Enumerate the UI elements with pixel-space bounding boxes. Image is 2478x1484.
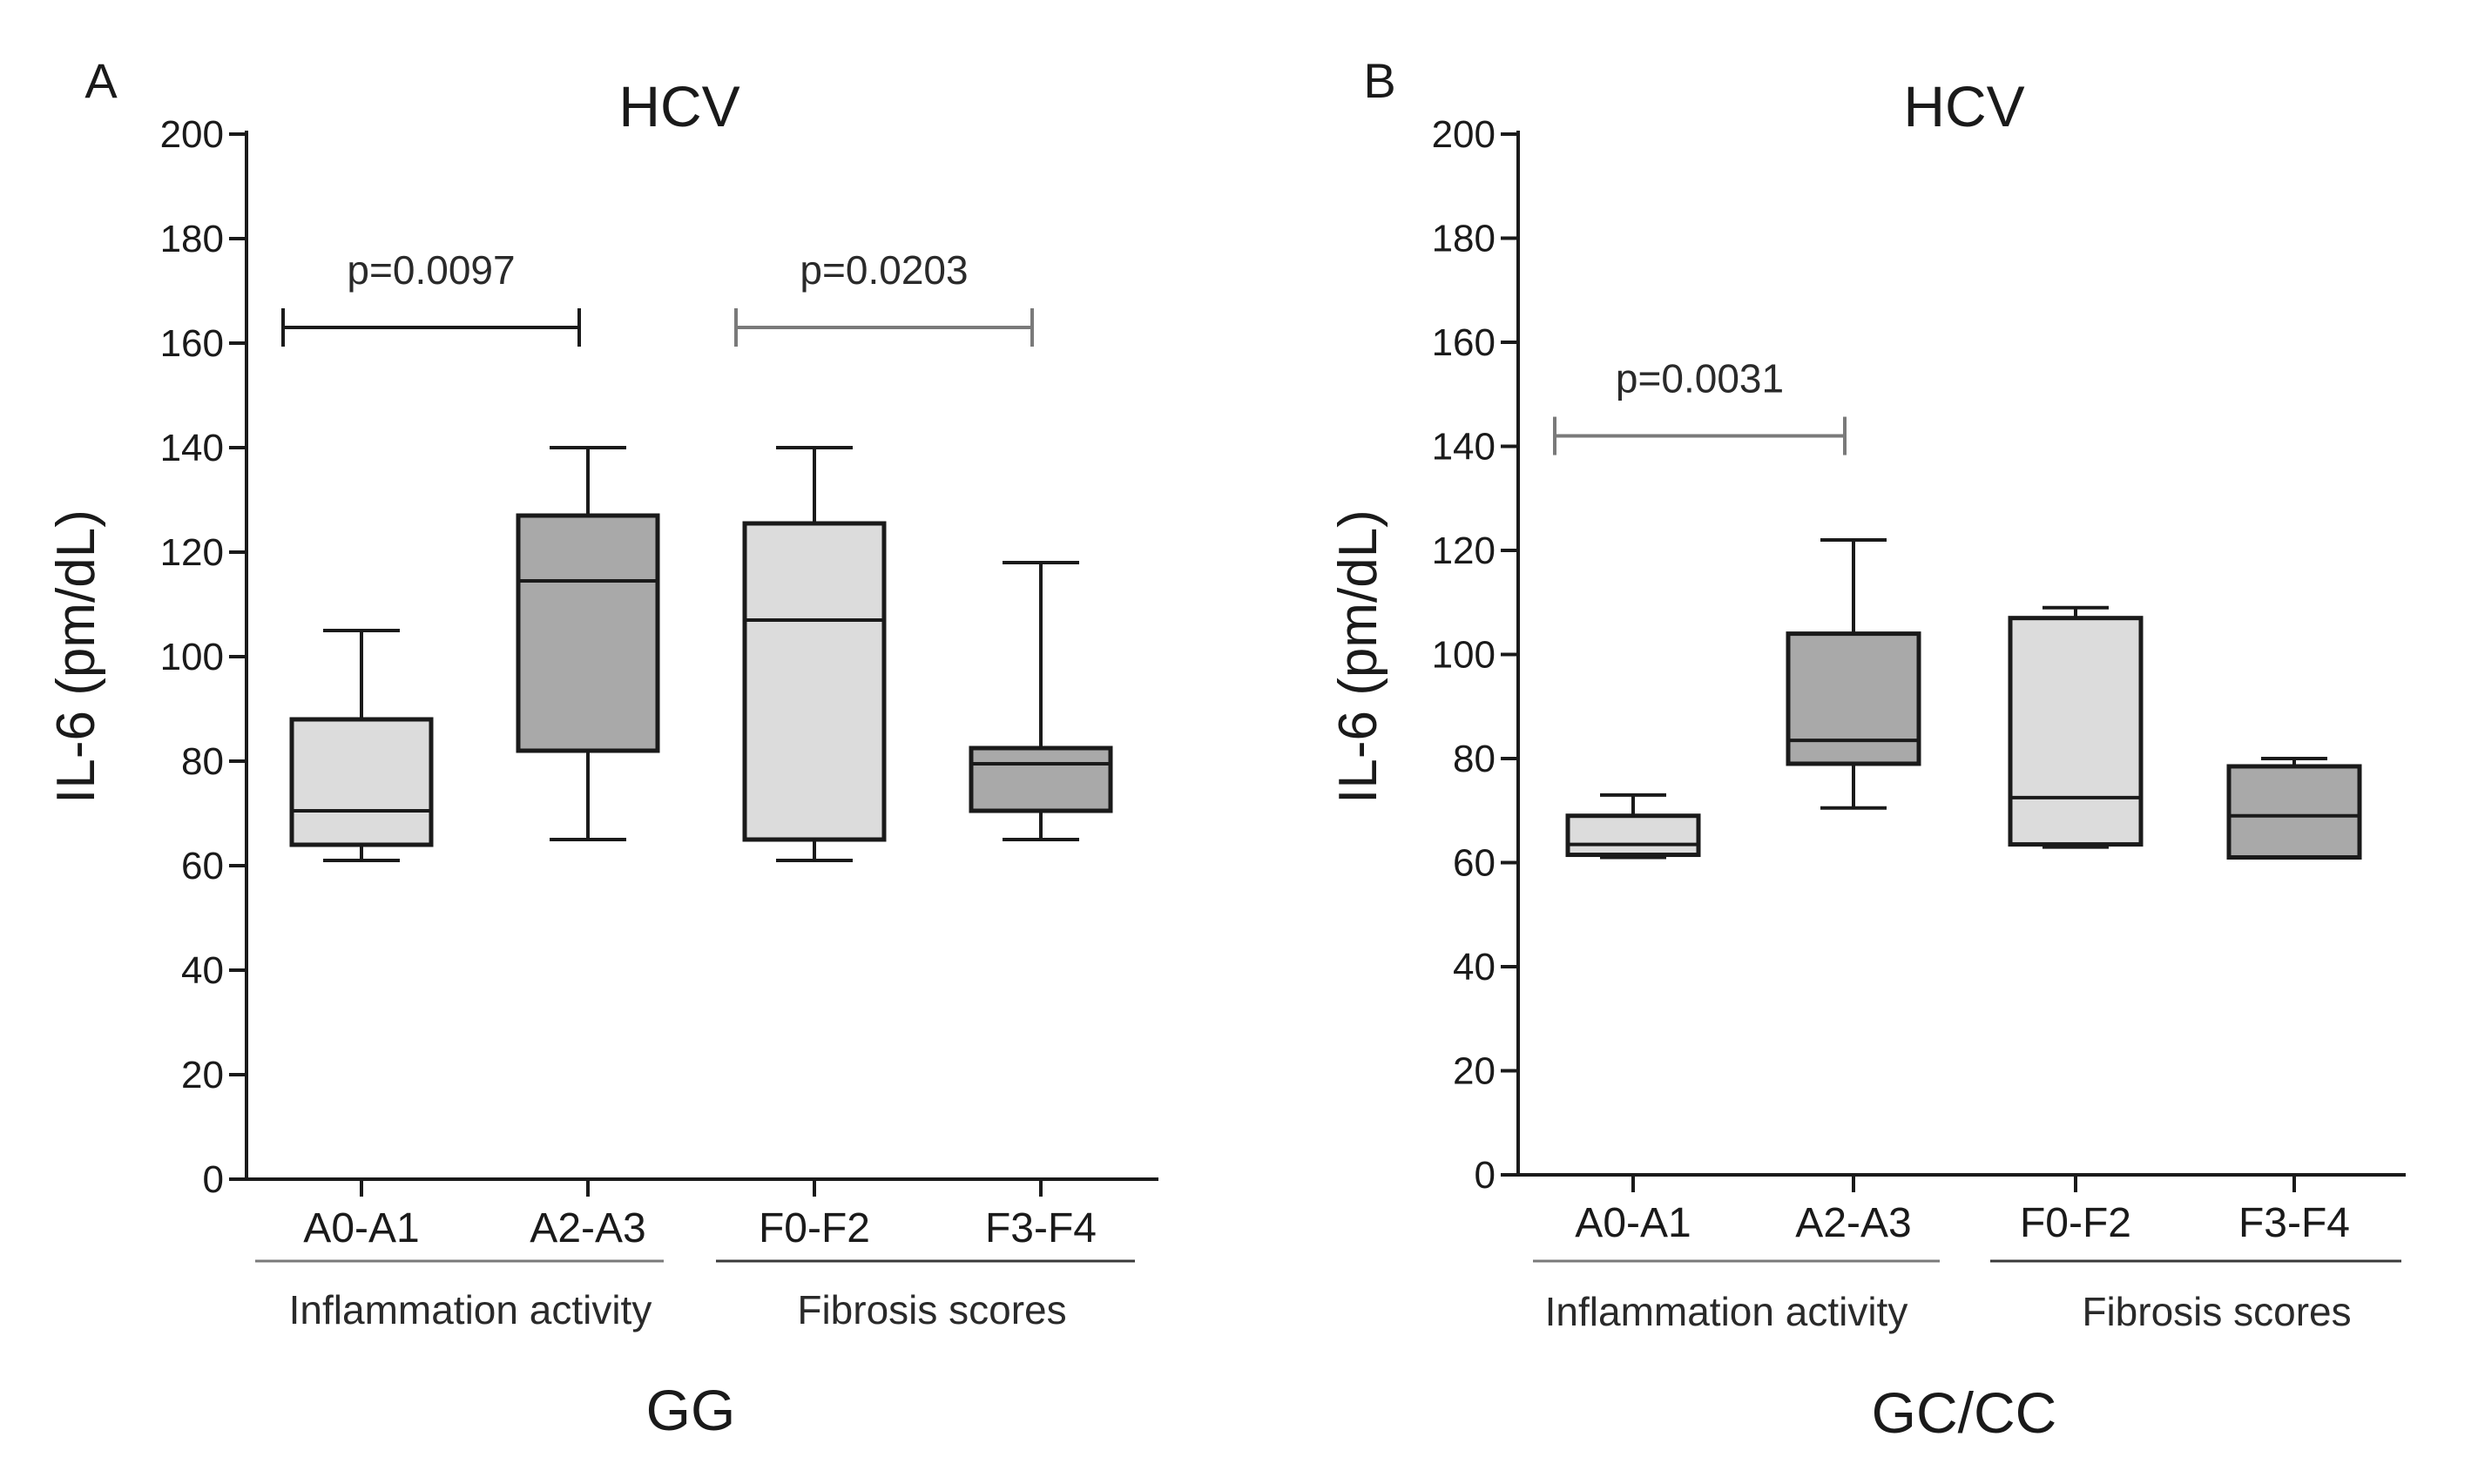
category-label: F0-F2 xyxy=(759,1205,870,1251)
y-tick-label: 180 xyxy=(160,218,224,260)
group-label: Fibrosis scores xyxy=(2082,1289,2351,1334)
y-tick-label: 60 xyxy=(181,845,224,887)
genotype-label: GC/CC xyxy=(1872,1380,2057,1445)
y-tick-label: 200 xyxy=(160,113,224,156)
genotype-label: GG xyxy=(646,1378,736,1442)
box-a2-a3 xyxy=(1786,631,1921,766)
box-f3-f4 xyxy=(969,745,1113,813)
box-a0-a1 xyxy=(289,717,434,847)
category-label: F3-F4 xyxy=(985,1205,1097,1251)
y-tick-label: 160 xyxy=(1432,321,1496,364)
category-label: F0-F2 xyxy=(2020,1200,2131,1246)
y-tick-label: 160 xyxy=(160,322,224,365)
y-tick-label: 0 xyxy=(1475,1154,1496,1197)
chart-title: HCV xyxy=(618,74,739,138)
y-tick-label: 100 xyxy=(160,636,224,678)
y-tick-label: 140 xyxy=(160,427,224,469)
y-tick-label: 40 xyxy=(181,949,224,992)
chart-title: HCV xyxy=(1903,74,2024,138)
y-tick-label: 80 xyxy=(1453,738,1496,780)
category-label: A0-A1 xyxy=(1575,1200,1691,1246)
y-tick-label: 20 xyxy=(181,1054,224,1096)
p-value-label: p=0.0203 xyxy=(800,247,968,293)
y-tick-label: 20 xyxy=(1453,1050,1496,1093)
panel-letter: B xyxy=(1363,53,1395,108)
category-label: F3-F4 xyxy=(2238,1200,2350,1246)
y-axis-label: IL-6 (pm/dL) xyxy=(1328,509,1388,804)
category-label: A2-A3 xyxy=(1795,1200,1911,1246)
box-f3-f4 xyxy=(2226,764,2362,860)
y-tick-label: 120 xyxy=(1432,530,1496,572)
y-tick-label: 100 xyxy=(1432,634,1496,677)
group-label: Fibrosis scores xyxy=(797,1287,1066,1332)
box-f0-f2 xyxy=(2008,616,2144,847)
category-label: A2-A3 xyxy=(530,1205,645,1251)
category-label: A0-A1 xyxy=(303,1205,419,1251)
panel-letter: A xyxy=(84,53,118,108)
y-tick-label: 180 xyxy=(1432,218,1496,260)
y-axis-label: IL-6 (pm/dL) xyxy=(46,509,106,804)
group-label: Inflammation activity xyxy=(1545,1289,1908,1334)
p-value-label: p=0.0031 xyxy=(1616,356,1784,401)
y-tick-label: 140 xyxy=(1432,426,1496,469)
y-tick-label: 0 xyxy=(203,1158,224,1201)
p-value-label: p=0.0097 xyxy=(347,247,515,293)
y-tick-label: 40 xyxy=(1453,946,1496,988)
y-tick-label: 120 xyxy=(160,531,224,574)
group-label: Inflammation activity xyxy=(289,1287,652,1332)
y-tick-label: 200 xyxy=(1432,113,1496,156)
y-tick-label: 60 xyxy=(1453,842,1496,885)
y-tick-label: 80 xyxy=(181,740,224,783)
box-a2-a3 xyxy=(516,513,660,753)
box-f0-f2 xyxy=(742,521,887,842)
box-a0-a1 xyxy=(1565,813,1701,858)
